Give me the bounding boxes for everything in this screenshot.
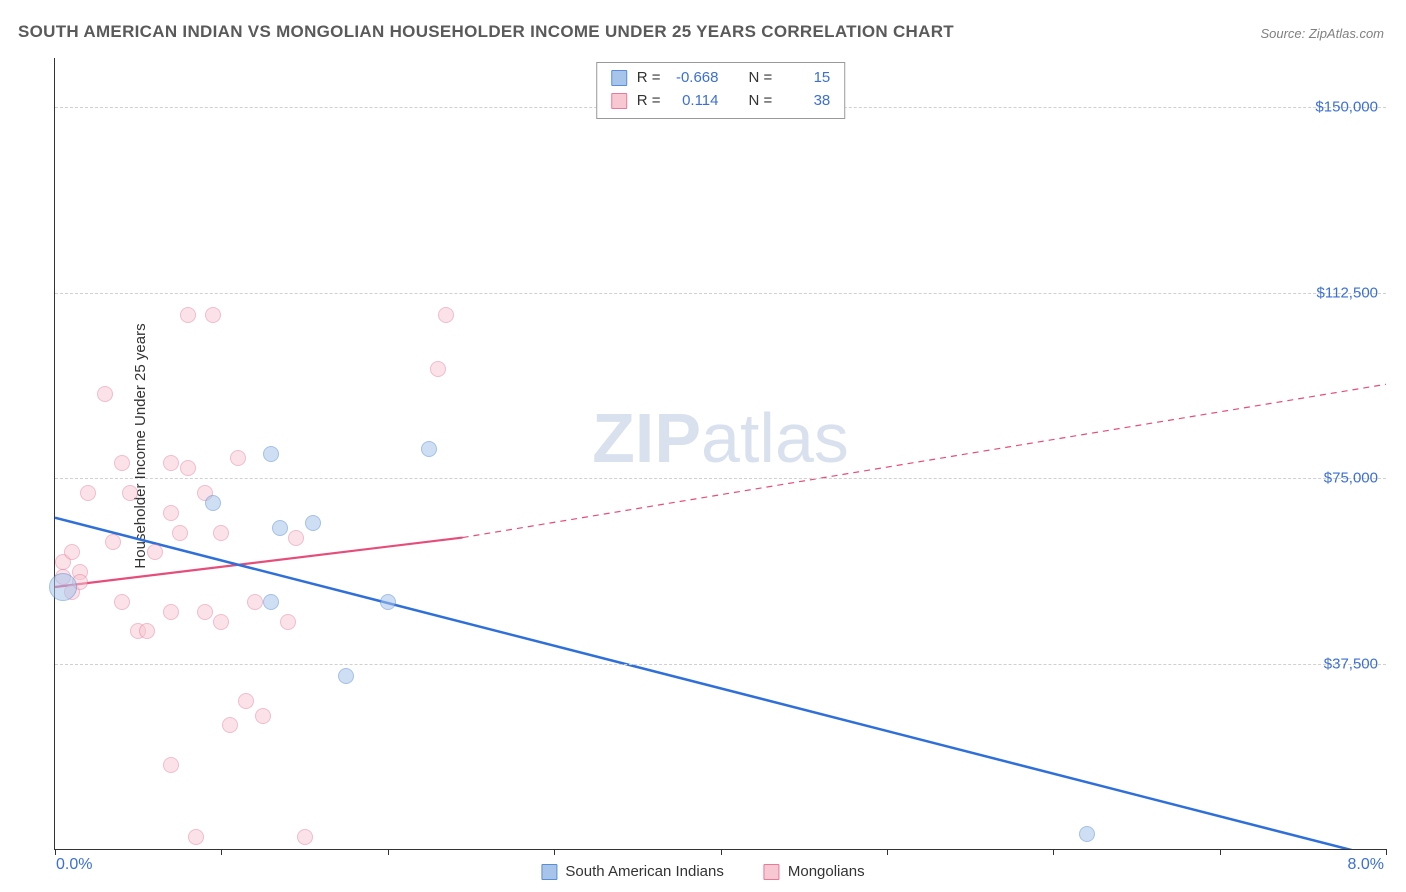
scatter-point-pink [222,717,238,733]
scatter-point-pink [213,614,229,630]
scatter-point-pink [247,594,263,610]
x-tick [721,849,722,855]
grid-line [55,478,1386,479]
scatter-point-blue [421,441,437,457]
correlation-legend: R =-0.668N =15R =0.114N =38 [596,62,846,119]
scatter-point-pink [180,460,196,476]
scatter-point-pink [97,386,113,402]
source-attribution: Source: ZipAtlas.com [1260,26,1384,41]
legend-swatch-icon [611,70,627,86]
series-legend: South American Indians Mongolians [541,863,864,880]
scatter-point-pink [163,505,179,521]
scatter-point-pink [114,455,130,471]
x-tick [221,849,222,855]
grid-line [55,293,1386,294]
scatter-point-pink [230,450,246,466]
x-tick [55,849,56,855]
legend-label: Mongolians [788,863,865,880]
scatter-point-pink [188,829,204,845]
correlation-legend-row: R =-0.668N =15 [611,67,831,90]
scatter-point-blue [380,594,396,610]
watermark-logo: ZIPatlas [592,398,849,478]
legend-item: Mongolians [764,863,865,880]
x-tick [554,849,555,855]
scatter-point-pink [238,693,254,709]
legend-label: South American Indians [565,863,723,880]
scatter-point-blue [338,668,354,684]
legend-swatch-icon [611,93,627,109]
scatter-point-pink [80,485,96,501]
scatter-point-pink [430,361,446,377]
x-tick [1386,849,1387,855]
scatter-point-pink [297,829,313,845]
grid-line [55,664,1386,665]
trend-lines-layer [55,58,1386,849]
x-tick [388,849,389,855]
chart-title: SOUTH AMERICAN INDIAN VS MONGOLIAN HOUSE… [18,22,954,42]
x-tick [1220,849,1221,855]
scatter-point-pink [114,594,130,610]
scatter-point-blue [205,495,221,511]
legend-swatch-icon [541,864,557,880]
scatter-point-pink [163,604,179,620]
scatter-point-blue [263,446,279,462]
scatter-point-pink [139,623,155,639]
x-min-label: 0.0% [56,856,92,874]
scatter-point-pink [280,614,296,630]
x-tick [1053,849,1054,855]
scatter-point-blue [305,515,321,531]
scatter-point-pink [163,757,179,773]
scatter-point-blue [49,573,77,601]
scatter-point-pink [105,534,121,550]
scatter-point-blue [263,594,279,610]
y-tick-label: $112,500 [1317,284,1378,301]
scatter-point-pink [213,525,229,541]
chart-plot-area: ZIPatlas R =-0.668N =15R =0.114N =38 $37… [54,58,1386,850]
legend-swatch-icon [764,864,780,880]
legend-item: South American Indians [541,863,723,880]
scatter-point-pink [64,544,80,560]
scatter-point-pink [197,604,213,620]
scatter-point-pink [163,455,179,471]
scatter-point-pink [122,485,138,501]
y-tick-label: $75,000 [1324,470,1378,487]
scatter-point-blue [272,520,288,536]
scatter-point-blue [1079,826,1095,842]
correlation-legend-row: R =0.114N =38 [611,90,831,113]
scatter-point-pink [438,307,454,323]
scatter-point-pink [288,530,304,546]
scatter-point-pink [172,525,188,541]
scatter-point-pink [147,544,163,560]
x-max-label: 8.0% [1348,856,1384,874]
x-tick [887,849,888,855]
scatter-point-pink [180,307,196,323]
y-tick-label: $37,500 [1324,655,1378,672]
scatter-point-pink [255,708,271,724]
scatter-point-pink [205,307,221,323]
y-tick-label: $150,000 [1315,99,1378,116]
